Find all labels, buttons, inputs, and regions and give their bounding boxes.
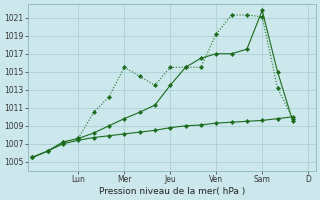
X-axis label: Pression niveau de la mer( hPa ): Pression niveau de la mer( hPa ) <box>99 187 245 196</box>
